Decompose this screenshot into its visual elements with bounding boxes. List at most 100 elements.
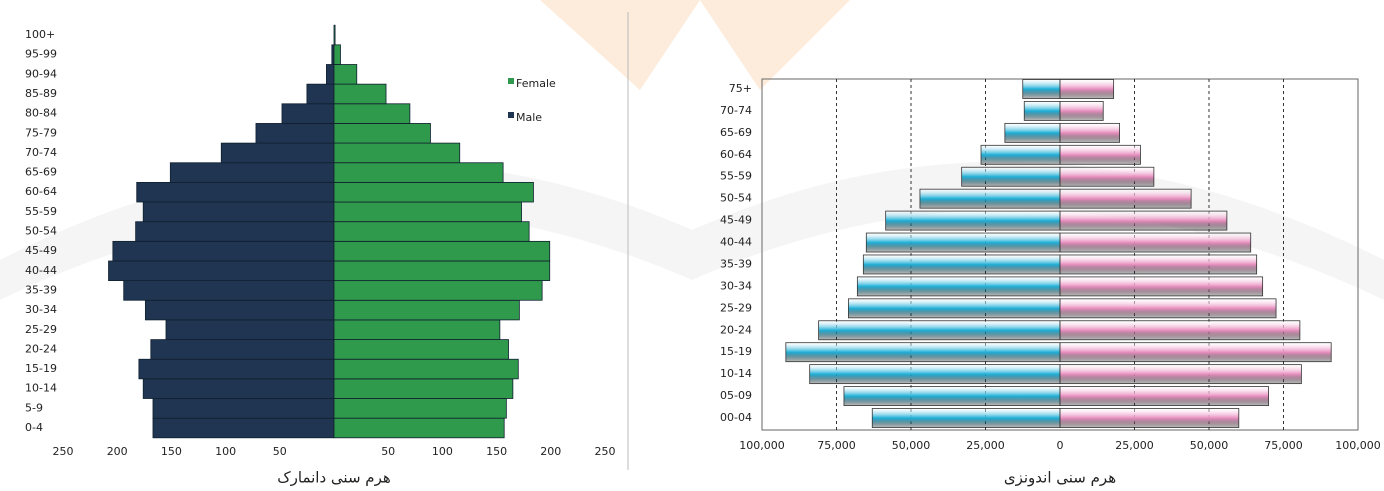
y-tick-label: 35-39: [25, 283, 57, 296]
y-tick-label: 50-54: [720, 192, 752, 205]
x-tick-label: 50: [381, 445, 395, 458]
page: 25020015010050501001502002500-45-910-141…: [0, 0, 1384, 491]
x-tick-label: 25,000: [1115, 439, 1154, 452]
bar: [1060, 123, 1120, 142]
y-tick-label: 25-29: [720, 301, 752, 314]
y-tick-label: 15-19: [25, 362, 57, 375]
y-tick-label: 65-69: [720, 126, 752, 139]
bar: [307, 84, 334, 104]
x-tick-label: 150: [161, 445, 182, 458]
x-tick-label: 250: [595, 445, 616, 458]
y-tick-label: 40-44: [720, 236, 752, 249]
x-tick-label: 50,000: [1190, 439, 1229, 452]
bar: [334, 340, 509, 360]
x-tick-label: 100,000: [739, 439, 785, 452]
bar: [819, 321, 1060, 340]
bar: [866, 233, 1060, 252]
bar: [166, 320, 334, 340]
bar: [334, 359, 518, 379]
y-tick-label: 95-99: [25, 48, 57, 61]
bar: [786, 343, 1060, 362]
y-tick-label: 45-49: [720, 214, 752, 227]
y-tick-label: 50-54: [25, 225, 57, 238]
bar: [1005, 123, 1060, 142]
bar: [1060, 255, 1257, 274]
bar: [1060, 101, 1103, 120]
bar: [863, 255, 1060, 274]
y-tick-label: 5-9: [25, 401, 43, 414]
bar: [844, 387, 1060, 406]
bar: [137, 182, 334, 202]
bar: [872, 409, 1060, 428]
y-tick-label: 20-24: [25, 342, 57, 355]
bar: [962, 167, 1060, 186]
y-tick-label: 10-14: [25, 382, 57, 395]
bar: [143, 379, 334, 399]
y-tick-label: 75-79: [25, 126, 57, 139]
bar: [109, 261, 334, 281]
bar: [334, 300, 519, 320]
y-tick-label: 60-64: [25, 185, 57, 198]
legend-label: Female: [516, 77, 556, 90]
bar: [334, 65, 357, 85]
bar: [1060, 167, 1154, 186]
bar: [334, 418, 504, 438]
y-tick-label: 85-89: [25, 87, 57, 100]
bar: [334, 143, 460, 163]
bar: [1024, 101, 1060, 120]
y-tick-label: 75+: [729, 82, 752, 95]
y-tick-label: 55-59: [720, 170, 752, 183]
y-tick-label: 90-94: [25, 67, 57, 80]
chart-title: هرم سنی اندونزی: [1004, 469, 1116, 487]
bar: [920, 189, 1060, 208]
y-tick-label: 70-74: [720, 104, 752, 117]
y-tick-label: 35-39: [720, 257, 752, 270]
bar: [334, 320, 500, 340]
bar: [256, 123, 334, 143]
x-tick-label: 150: [486, 445, 507, 458]
bar: [1023, 80, 1060, 99]
x-tick-label: 75,000: [1264, 439, 1303, 452]
y-tick-label: 05-09: [720, 389, 752, 402]
bar: [326, 65, 334, 85]
x-tick-label: 200: [107, 445, 128, 458]
x-tick-label: 100,000: [1335, 439, 1381, 452]
bar: [334, 281, 542, 301]
bar: [1060, 299, 1276, 318]
y-tick-label: 0-4: [25, 421, 43, 434]
bar: [153, 418, 334, 438]
bar: [1060, 321, 1300, 340]
bar: [334, 222, 529, 242]
y-tick-label: 80-84: [25, 107, 57, 120]
bar: [886, 211, 1060, 230]
bar: [334, 123, 430, 143]
bar: [136, 222, 334, 242]
bar: [334, 241, 550, 261]
bar: [153, 399, 334, 419]
y-tick-label: 55-59: [25, 205, 57, 218]
bar: [143, 202, 334, 222]
bar: [1060, 387, 1269, 406]
x-tick-label: 100: [432, 445, 453, 458]
legend-swatch: [508, 112, 514, 118]
bar: [334, 182, 533, 202]
bar: [124, 281, 334, 301]
bar: [145, 300, 334, 320]
bar: [1060, 189, 1191, 208]
bar: [810, 365, 1060, 384]
bar: [1060, 233, 1251, 252]
y-tick-label: 30-34: [720, 279, 752, 292]
x-tick-label: 25,000: [966, 439, 1005, 452]
legend-swatch: [508, 78, 514, 84]
y-tick-label: 100+: [25, 28, 55, 41]
y-tick-label: 20-24: [720, 323, 752, 336]
bar: [334, 202, 522, 222]
x-tick-label: 250: [53, 445, 74, 458]
y-tick-label: 30-34: [25, 303, 57, 316]
bar: [334, 163, 503, 183]
x-tick-label: 50,000: [892, 439, 931, 452]
bar: [334, 399, 506, 419]
bar: [221, 143, 334, 163]
legend-label: Male: [516, 111, 542, 124]
bar: [334, 84, 386, 104]
